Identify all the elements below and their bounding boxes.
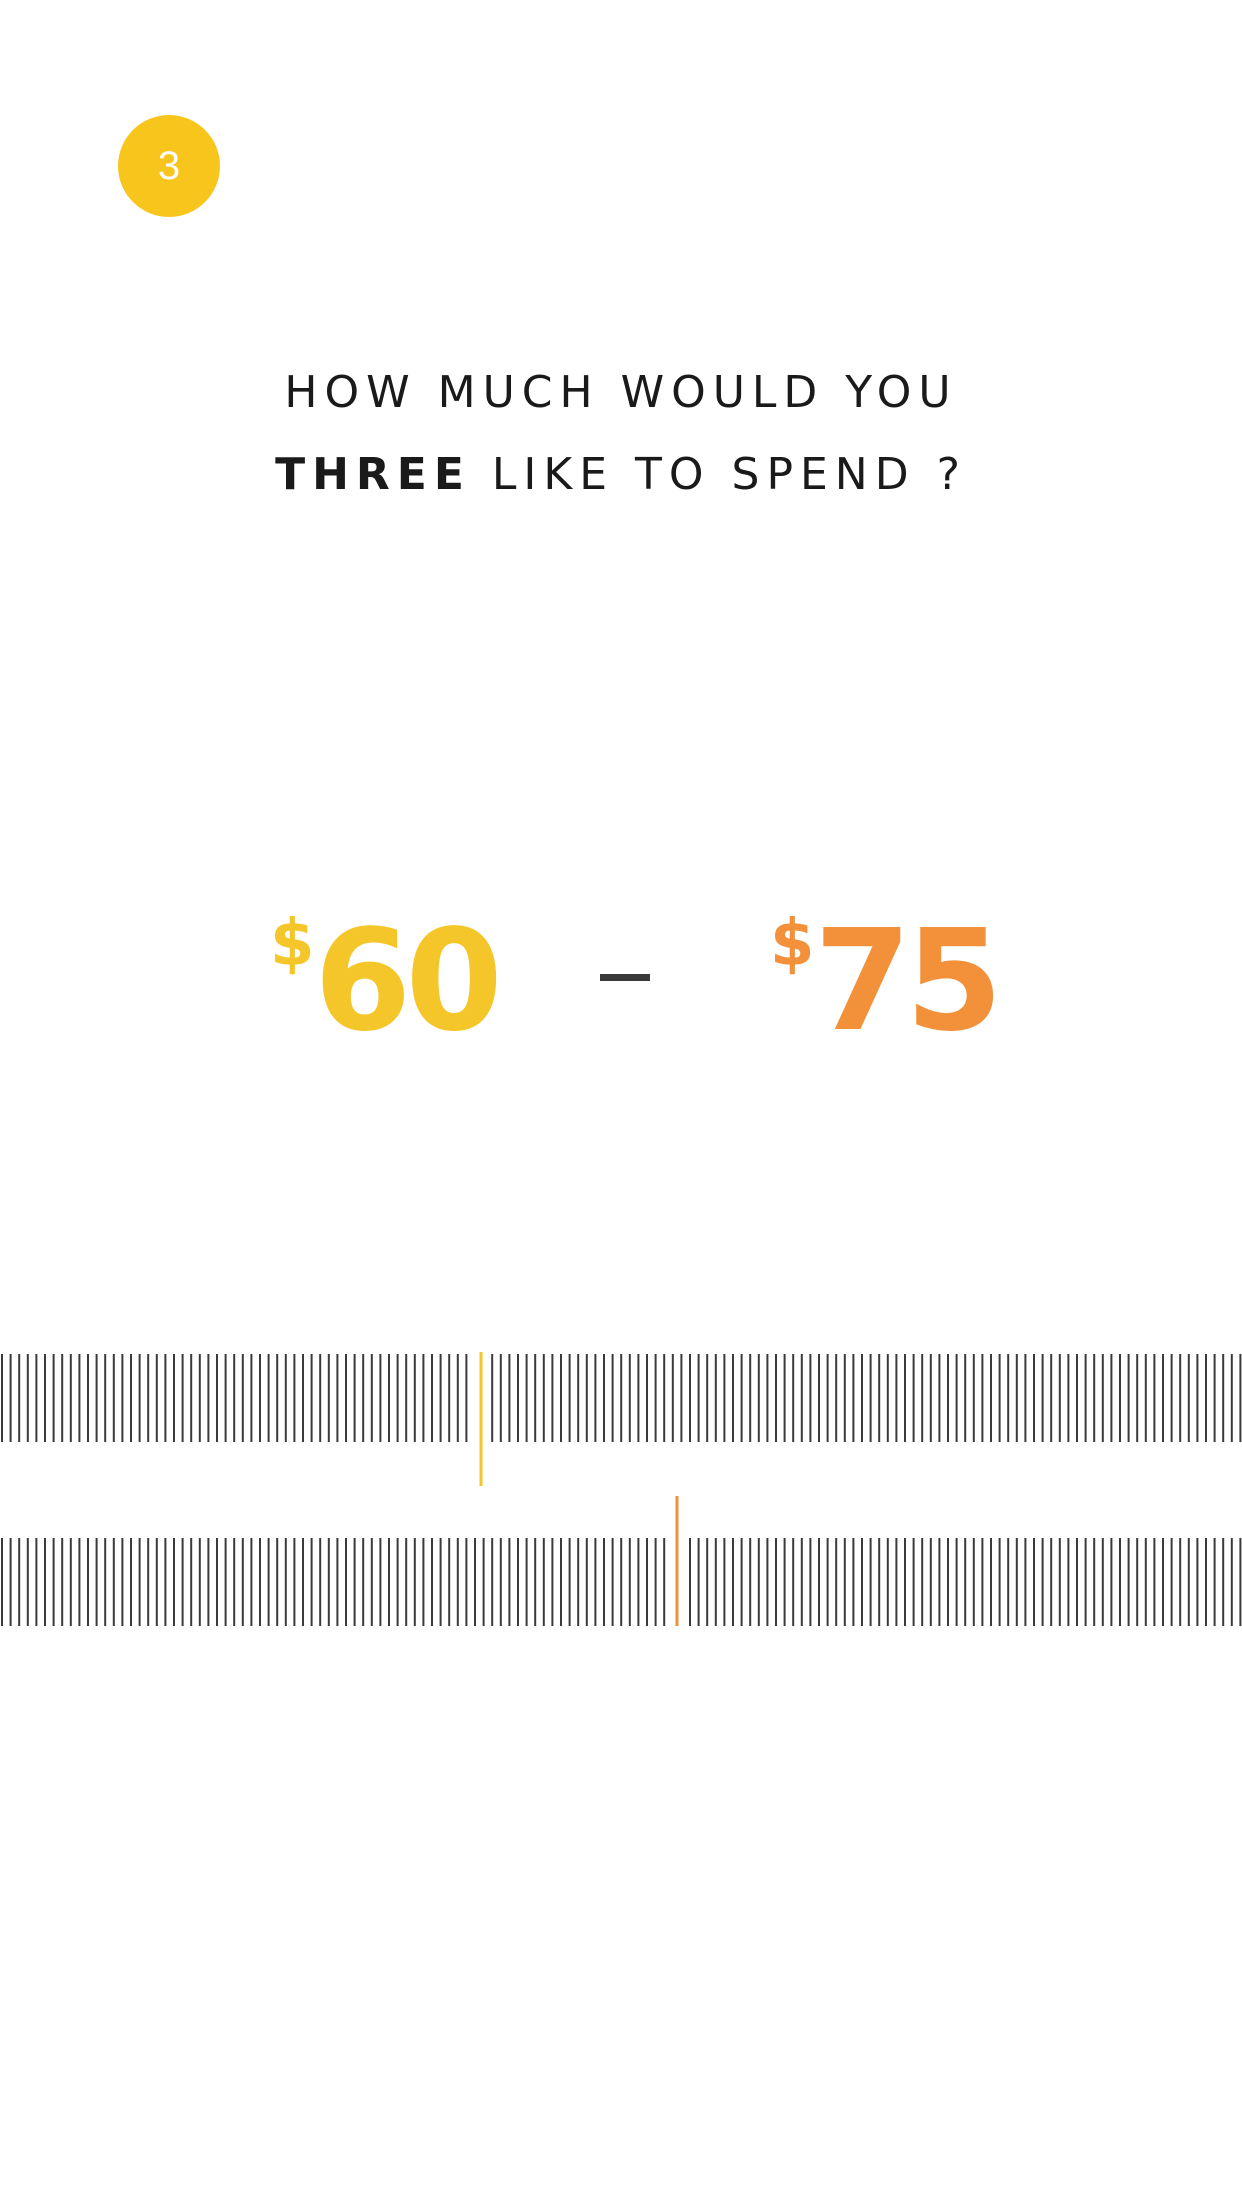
max-price-amount: 75 bbox=[814, 900, 1003, 1063]
range-separator bbox=[600, 974, 650, 981]
question-line-2: THREE LIKE TO SPEND ? bbox=[0, 434, 1242, 516]
step-badge: 3 bbox=[118, 115, 220, 217]
step-number: 3 bbox=[157, 143, 181, 188]
max-price-ruler[interactable] bbox=[0, 1490, 1242, 1630]
max-price-slider[interactable] bbox=[0, 1490, 1242, 1630]
question-line-1: HOW MUCH WOULD YOU bbox=[284, 367, 958, 418]
min-price-slider[interactable] bbox=[0, 1350, 1242, 1490]
question-line-2-rest: LIKE TO SPEND ? bbox=[470, 449, 967, 500]
min-price-currency: $ bbox=[270, 907, 315, 981]
min-price-amount: 60 bbox=[314, 900, 503, 1063]
question-heading: HOW MUCH WOULD YOU THREE LIKE TO SPEND ? bbox=[0, 352, 1242, 516]
question-emphasis: THREE bbox=[275, 449, 471, 500]
max-price-currency: $ bbox=[770, 907, 815, 981]
min-price-ruler[interactable] bbox=[0, 1350, 1242, 1490]
price-range-display: $ 60 $ 75 bbox=[0, 900, 1242, 1060]
